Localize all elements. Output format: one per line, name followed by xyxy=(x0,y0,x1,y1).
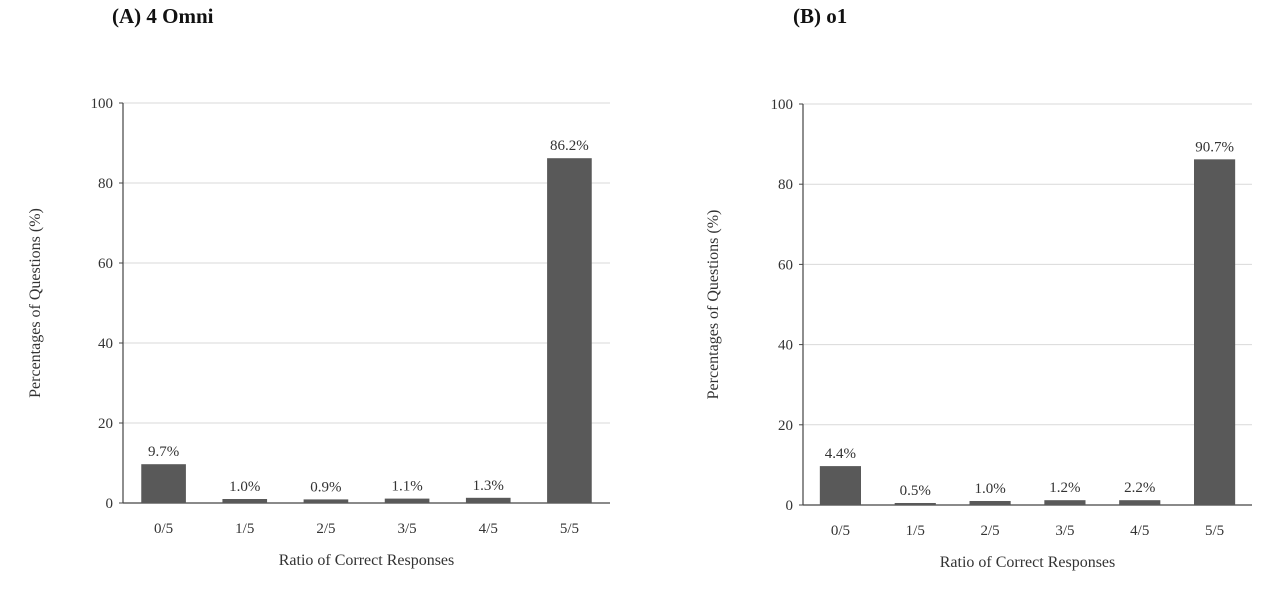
bar xyxy=(547,158,592,503)
data-label: 9.7% xyxy=(148,444,179,460)
x-axis-title: Ratio of Correct Responses xyxy=(940,554,1116,571)
data-label: 4.4% xyxy=(825,446,856,462)
y-tick-label: 60 xyxy=(778,257,793,273)
x-tick-label: 3/5 xyxy=(397,521,416,537)
y-axis-title: Percentages of Questions (%) xyxy=(27,208,44,398)
bar xyxy=(465,497,511,503)
data-label: 1.0% xyxy=(974,481,1005,497)
chart-title: (A) 4 Omni xyxy=(112,4,214,28)
x-tick-label: 5/5 xyxy=(1205,523,1224,539)
data-label: 1.2% xyxy=(1049,480,1080,496)
data-label: 0.5% xyxy=(900,483,931,499)
bar xyxy=(141,464,186,503)
x-tick-label: 2/5 xyxy=(316,521,335,537)
x-tick-label: 1/5 xyxy=(235,521,254,537)
y-tick-label: 40 xyxy=(98,336,113,352)
y-axis-title: Percentages of Questions (%) xyxy=(705,210,722,400)
x-tick-label: 5/5 xyxy=(560,521,579,537)
bar xyxy=(222,499,268,503)
y-tick-label: 40 xyxy=(778,338,793,354)
data-label: 1.1% xyxy=(391,479,422,495)
bar-chart-b: 0 20 40 60 80 100 4.4% 0/5 0.5% 1/5 1.0% 2/5 1.2% 3/5… xyxy=(705,97,1252,571)
data-label: 90.7% xyxy=(1195,139,1234,155)
bar xyxy=(819,466,861,505)
y-tick-label: 80 xyxy=(98,176,113,192)
data-label: 86.2% xyxy=(550,138,589,154)
bar xyxy=(1194,159,1236,505)
x-tick-label: 1/5 xyxy=(906,523,925,539)
x-tick-label: 4/5 xyxy=(1130,523,1149,539)
x-tick-label: 2/5 xyxy=(980,523,999,539)
y-tick-label: 20 xyxy=(98,416,113,432)
bar xyxy=(894,502,936,505)
y-tick-label: 0 xyxy=(786,498,794,514)
y-tick-label: 60 xyxy=(98,256,113,272)
bar xyxy=(969,500,1011,505)
x-tick-label: 4/5 xyxy=(479,521,498,537)
data-label: 0.9% xyxy=(310,479,341,495)
y-tick-label: 80 xyxy=(778,177,793,193)
y-tick-label: 100 xyxy=(91,96,114,112)
chart-panel-b: (B) o1 0 20 40 60 80 100 4.4% 0/5 0.5% 1/5 1.0% 2/5… xyxy=(640,0,1280,591)
bar xyxy=(1044,500,1086,505)
x-tick-label: 3/5 xyxy=(1055,523,1074,539)
bar-chart-a: 0 20 40 60 80 100 9.7% 0/5 1.0% 1/5 0.9% 2/5 1.1% 3/5… xyxy=(27,96,610,569)
y-tick-label: 20 xyxy=(778,418,793,434)
y-tick-label: 0 xyxy=(106,496,114,512)
y-tick-label: 100 xyxy=(771,97,794,113)
chart-panel-a: (A) 4 Omni 0 20 40 60 80 100 9.7% 0/5 1.0% 1/5 0.9… xyxy=(27,4,610,569)
data-label: 1.3% xyxy=(473,478,504,494)
x-tick-label: 0/5 xyxy=(154,521,173,537)
bar xyxy=(1119,500,1161,505)
x-axis-title: Ratio of Correct Responses xyxy=(279,552,455,569)
bar xyxy=(303,499,349,503)
x-tick-label: 0/5 xyxy=(831,523,850,539)
bar xyxy=(384,498,430,503)
data-label: 1.0% xyxy=(229,479,260,495)
data-label: 2.2% xyxy=(1124,480,1155,496)
chart-title: (B) o1 xyxy=(793,4,848,28)
